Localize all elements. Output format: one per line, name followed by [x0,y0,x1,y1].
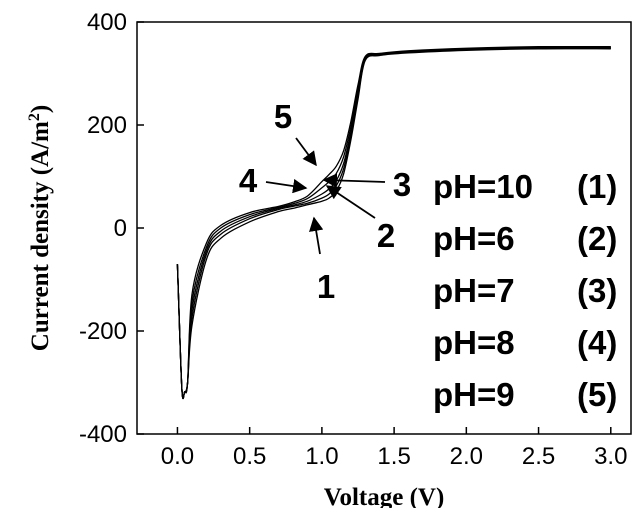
legend-entry-number: (5) [577,376,617,413]
annotation-label-5: 5 [274,98,292,135]
y-axis-ticks: -400 -200 0 200 400 [79,9,144,448]
y-tick-label: 200 [87,112,127,139]
y-tick-label: 0 [114,215,127,242]
y-tick-label: 400 [87,9,127,36]
x-tick-label: 1.5 [377,443,410,470]
x-tick-label: 2.5 [522,443,555,470]
annotation-arrow-3 [322,173,386,188]
legend-entry-number: (1) [577,168,617,205]
x-tick-label: 1.0 [305,443,338,470]
series-group [176,45,611,400]
legend-entry-number: (2) [577,220,617,257]
series-line-5 [176,45,611,400]
annotation-arrow-4 [265,178,308,194]
legend-entry-number: (3) [577,272,617,309]
y-axis-title: Current density (A/m2) [26,105,54,351]
x-tick-label: 2.0 [450,443,483,470]
curve-annotations: 1 2 3 45 [239,98,411,305]
legend-entry-label: pH=6 [433,220,515,257]
legend-entry-number: (4) [577,324,617,361]
legend-entry-label: pH=8 [433,324,515,361]
legend-entry-label: pH=10 [433,168,533,205]
legend-entry-label: pH=7 [433,272,515,309]
annotation-arrow-5 [295,137,317,167]
x-tick-label: 0.5 [233,443,266,470]
annotation-label-2: 2 [377,217,395,254]
y-tick-label: -200 [79,318,127,345]
x-tick-label: 0.0 [161,443,194,470]
x-tick-label: 3.0 [594,443,627,470]
annotation-label-4: 4 [239,162,258,199]
x-axis-ticks: 0.0 0.5 1.0 1.5 2.0 2.5 3.0 [161,427,627,470]
annotation-arrow-1 [309,216,324,255]
legend-entry-label: pH=9 [433,376,515,413]
x-axis-title: Voltage (V) [324,484,445,508]
y-tick-label: -400 [79,421,127,448]
annotation-label-1: 1 [317,268,335,305]
legend: pH=10 (1) pH=6 (2) pH=7 (3) pH=8 (4) pH=9 (5) [433,168,617,413]
annotation-label-3: 3 [393,166,411,203]
annotation-arrow-2 [325,185,376,219]
